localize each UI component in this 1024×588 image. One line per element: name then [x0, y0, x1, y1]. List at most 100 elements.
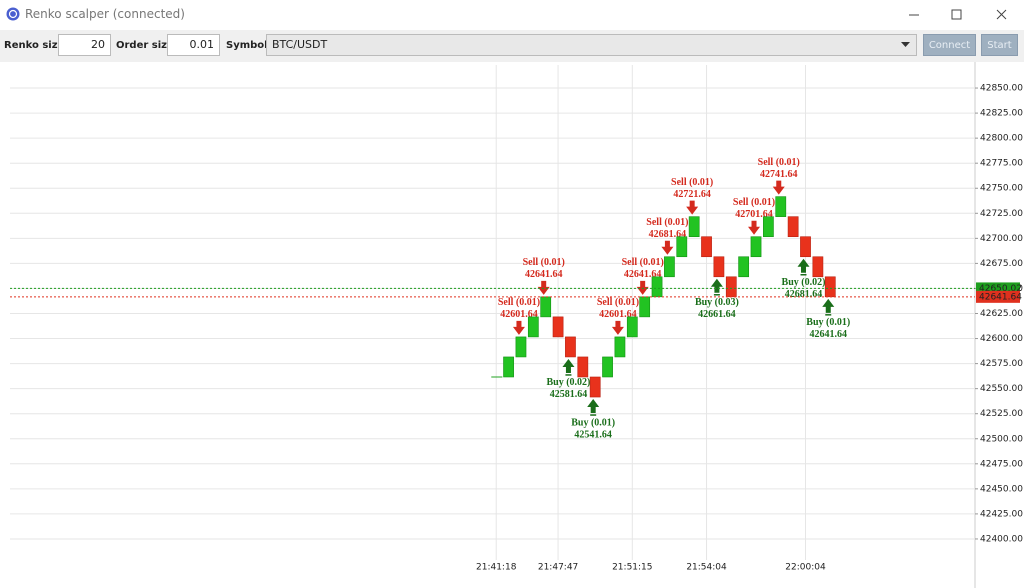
order-price: 42701.64: [735, 209, 773, 220]
y-tick-label: 42725.00: [980, 209, 1023, 219]
renko-brick: [688, 216, 700, 238]
y-tick-label: 42475.00: [980, 459, 1023, 469]
renko-brick: [738, 256, 750, 278]
order-label: Buy (0.01): [806, 317, 850, 328]
renko-brick: [824, 276, 836, 298]
y-tick-label: 42425.00: [980, 509, 1023, 519]
sell-arrow: [772, 180, 785, 195]
renko-brick: [527, 316, 539, 338]
renko-brick: [540, 296, 552, 318]
sell-arrow: [748, 220, 761, 235]
order-size-label: Order size:: [116, 40, 178, 51]
y-tick-label: 42775.00: [980, 159, 1023, 169]
sell-arrow: [512, 320, 525, 335]
buy-arrow: [562, 358, 575, 373]
symbol-select[interactable]: BTC/USDT: [266, 34, 917, 56]
renko-brick: [639, 296, 651, 318]
connect-button[interactable]: Connect: [923, 34, 976, 56]
order-label: Buy (0.02): [782, 277, 826, 288]
renko-brick: [602, 356, 613, 378]
y-tick-label: 42450.00: [980, 484, 1023, 494]
renko-brick: [750, 236, 762, 258]
sell-arrow: [661, 240, 674, 255]
renko-brick: [713, 256, 725, 278]
renko-brick: [701, 236, 712, 258]
renko-brick: [614, 336, 626, 358]
order-label: Buy (0.01): [571, 417, 615, 428]
renko-brick: [775, 196, 787, 217]
renko-brick: [725, 276, 737, 298]
order-label: Sell (0.01): [498, 297, 540, 308]
order-label: Sell (0.01): [646, 217, 688, 228]
renko-brick: [589, 376, 601, 398]
app-icon: [6, 7, 20, 21]
renko-brick: [626, 316, 638, 338]
y-tick-label: 42750.00: [980, 184, 1023, 194]
chart: 42400.00 42425.00 42450.00 42475.00 42500.00…: [0, 62, 1024, 588]
order-label: Sell (0.01): [733, 197, 775, 208]
order-price: 42641.64: [624, 269, 662, 280]
buy-arrow: [797, 258, 810, 273]
y-tick-label: 42500.00: [980, 434, 1023, 444]
renko-brick: [787, 216, 799, 238]
sell-arrow: [686, 200, 699, 215]
renko-size-input[interactable]: 20: [58, 34, 111, 56]
start-button[interactable]: Start: [981, 34, 1018, 56]
y-tick-label: 42600.00: [980, 334, 1023, 344]
x-tick-label: 21:41:18: [476, 563, 517, 573]
sell-arrow: [537, 280, 550, 295]
order-price: 42641.64: [525, 269, 563, 280]
renko-brick: [577, 356, 589, 378]
y-tick-label: 42825.00: [980, 109, 1023, 119]
y-tick-label: 42575.00: [980, 359, 1023, 369]
renko-brick: [664, 256, 675, 278]
y-tick-label: 42525.00: [980, 409, 1023, 419]
y-tick-label: 42400.00: [980, 534, 1023, 544]
renko-brick: [812, 256, 824, 278]
order-label: Sell (0.01): [671, 177, 713, 188]
renko-brick: [515, 336, 527, 358]
renko-brick: [676, 236, 688, 258]
order-size-input[interactable]: 0.01: [167, 34, 220, 56]
price-tag: [976, 290, 1020, 303]
order-price: 42661.64: [698, 309, 736, 320]
order-price: 42601.64: [500, 309, 538, 320]
order-price: 42541.64: [574, 429, 612, 440]
y-tick-label: 42550.00: [980, 384, 1023, 394]
buy-arrow: [822, 298, 835, 313]
order-label: Sell (0.01): [523, 257, 565, 268]
order-price: 42721.64: [673, 189, 711, 200]
order-label: Sell (0.01): [597, 297, 639, 308]
window-controls[interactable]: [900, 6, 1020, 24]
order-label: Sell (0.01): [622, 257, 664, 268]
renko-brick: [552, 316, 564, 338]
y-tick-label: 42850.00: [980, 84, 1023, 94]
sell-arrow: [611, 320, 624, 335]
symbol-label: Symbol:: [226, 40, 272, 51]
order-price: 42641.64: [810, 329, 848, 340]
order-price: 42681.64: [649, 229, 687, 240]
price-tag-label: 42650.02: [979, 284, 1022, 294]
order-price: 42601.64: [599, 309, 637, 320]
renko-brick: [763, 216, 774, 238]
x-tick-label: 21:47:47: [538, 563, 578, 573]
y-tick-label: 42675.00: [980, 259, 1023, 269]
buy-arrow: [710, 278, 723, 293]
x-tick-label: 22:00:04: [785, 563, 826, 573]
renko-brick: [503, 356, 514, 378]
title-bar: Renko scalper (connected): [0, 0, 1024, 30]
x-tick-label: 21:51:15: [612, 563, 652, 573]
order-label: Sell (0.01): [758, 157, 800, 168]
order-label: Buy (0.03): [695, 297, 739, 308]
dropdown-arrow: [901, 42, 910, 47]
buy-arrow: [587, 399, 600, 414]
y-tick-label: 42800.00: [980, 134, 1023, 144]
y-tick-label: 42625.00: [980, 309, 1023, 319]
window-title: Renko scalper (connected): [25, 7, 185, 21]
renko-brick: [800, 236, 811, 258]
order-price: 42581.64: [550, 389, 588, 400]
sell-arrow: [636, 280, 649, 295]
renko-size-label: Renko size:: [4, 40, 69, 51]
order-price: 42681.64: [785, 289, 823, 300]
